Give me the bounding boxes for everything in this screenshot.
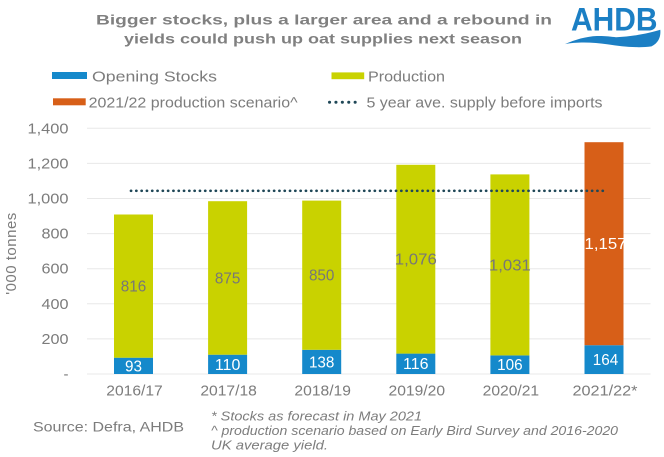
svg-text:2019/20: 2019/20 xyxy=(389,382,446,399)
svg-text:Source: Defra, AHDB: Source: Defra, AHDB xyxy=(33,419,184,435)
svg-text:1,400: 1,400 xyxy=(28,120,69,137)
svg-text:Production: Production xyxy=(368,68,445,85)
svg-text:1,031: 1,031 xyxy=(489,257,531,274)
svg-text:* Stocks as forecast in May 20: * Stocks as forecast in May 2021 xyxy=(211,408,422,423)
svg-text:Bigger stocks, plus a larger a: Bigger stocks, plus a larger area and a … xyxy=(96,11,552,27)
svg-text:-: - xyxy=(64,366,69,383)
svg-text:2018/19: 2018/19 xyxy=(294,382,351,399)
svg-text:UK average yield.: UK average yield. xyxy=(211,437,328,452)
svg-text:1,157: 1,157 xyxy=(585,236,627,253)
svg-text:2020/21: 2020/21 xyxy=(483,382,540,399)
svg-text:116: 116 xyxy=(403,356,429,373)
svg-text:400: 400 xyxy=(42,296,69,313)
svg-text:'000 tonnes: '000 tonnes xyxy=(3,212,20,295)
svg-text:1,076: 1,076 xyxy=(395,252,437,269)
svg-text:200: 200 xyxy=(42,331,69,348)
svg-text:93: 93 xyxy=(125,358,142,375)
svg-text:yields could push up oat suppl: yields could push up oat supplies next s… xyxy=(124,30,522,46)
svg-text:164: 164 xyxy=(593,352,619,369)
svg-text:138: 138 xyxy=(309,354,335,371)
svg-text:875: 875 xyxy=(215,270,241,287)
svg-text:110: 110 xyxy=(215,357,241,374)
svg-text:816: 816 xyxy=(121,279,147,296)
svg-text:2016/17: 2016/17 xyxy=(106,382,163,399)
svg-text:5 year ave. supply before impo: 5 year ave. supply before imports xyxy=(367,95,603,112)
svg-text:1,200: 1,200 xyxy=(28,155,69,172)
svg-text:AHDB: AHDB xyxy=(571,1,658,37)
svg-text:1,000: 1,000 xyxy=(28,191,69,208)
svg-text:850: 850 xyxy=(309,268,335,285)
svg-text:2021/22 production scenario^: 2021/22 production scenario^ xyxy=(89,95,298,112)
svg-text:2017/18: 2017/18 xyxy=(200,382,257,399)
svg-text:600: 600 xyxy=(42,261,69,278)
svg-text:2021/22*: 2021/22* xyxy=(573,382,638,399)
svg-text:Opening Stocks: Opening Stocks xyxy=(92,68,217,85)
svg-text:800: 800 xyxy=(42,226,69,243)
svg-text:^ production scenario based on: ^ production scenario based on Early Bir… xyxy=(211,423,619,438)
svg-text:106: 106 xyxy=(497,357,523,374)
